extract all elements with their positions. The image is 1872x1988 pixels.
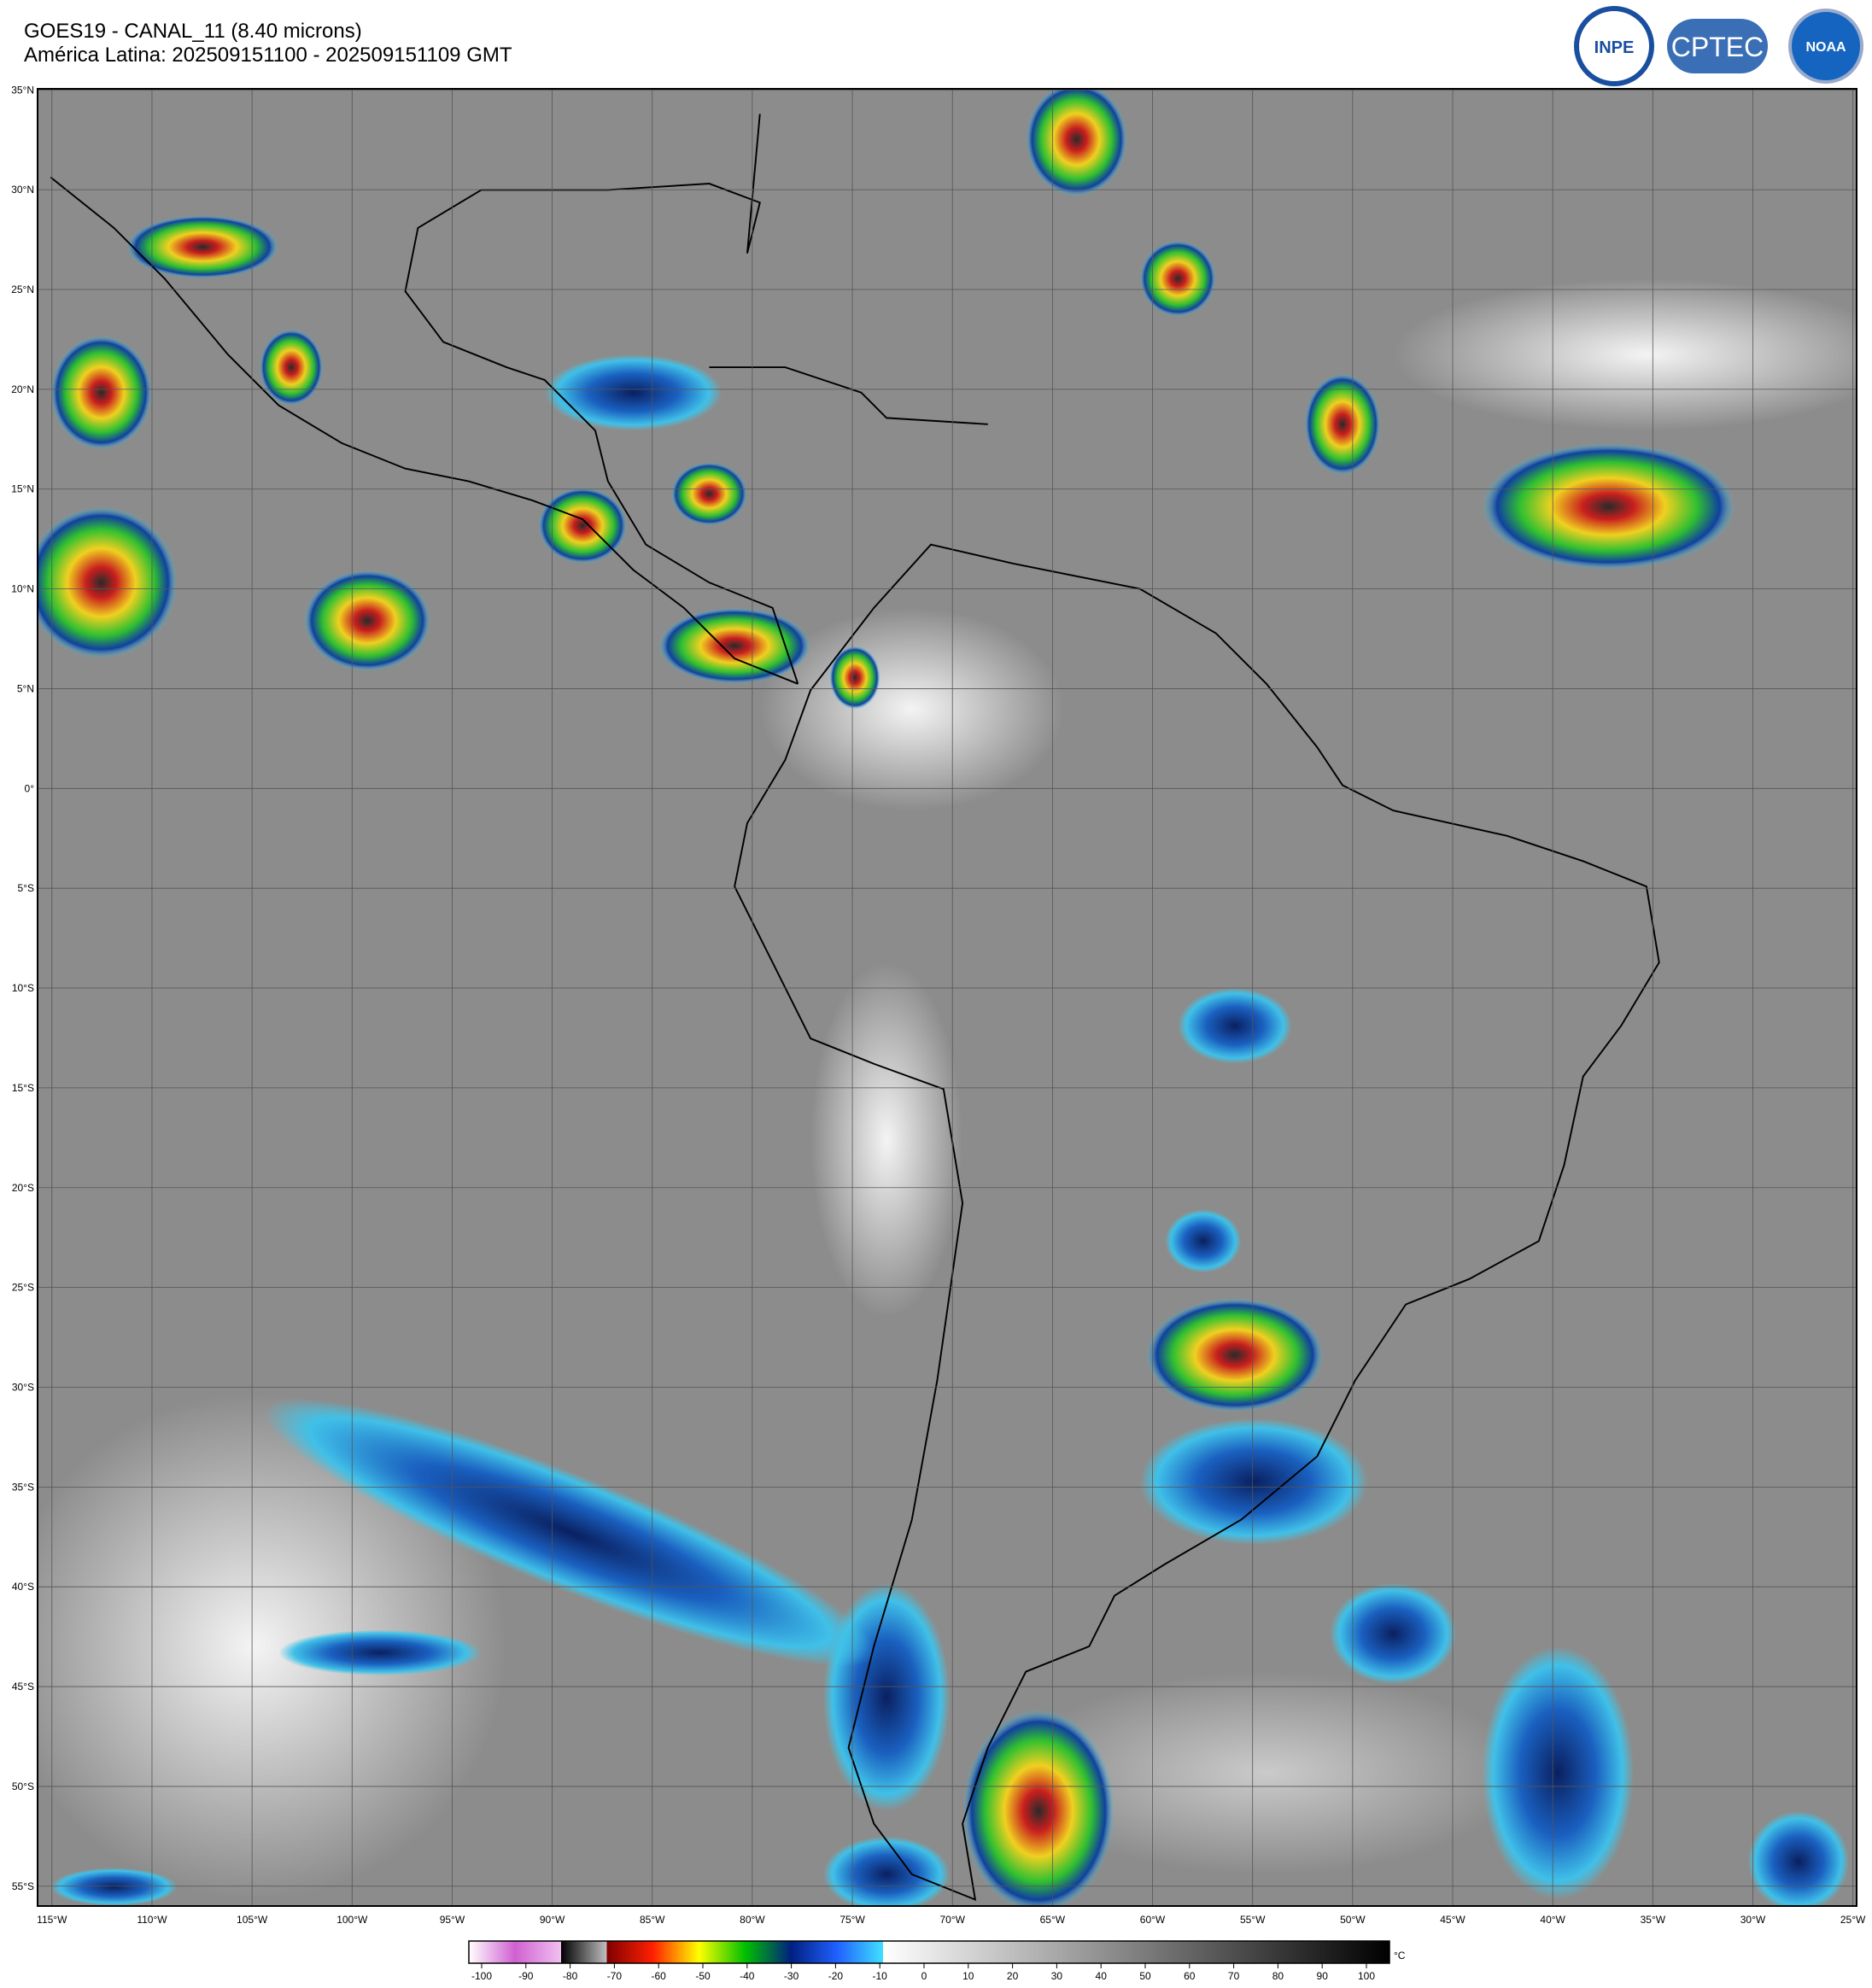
- lat-label: 10°S: [12, 982, 34, 994]
- lat-label: 50°S: [12, 1780, 34, 1792]
- colorbar-tick-label: 90: [1317, 1970, 1329, 1982]
- lat-label: 5°S: [18, 882, 34, 894]
- colorbar-tick-label: 40: [1096, 1970, 1108, 1982]
- colorbar-tick-label: -80: [563, 1970, 578, 1982]
- lat-label: 35°N: [11, 84, 34, 96]
- lat-label: 20°S: [12, 1182, 34, 1194]
- lon-label: 45°W: [1440, 1914, 1465, 1926]
- colorbar-tick-label: 0: [921, 1970, 927, 1982]
- subtitle: América Latina: 202509151100 - 202509151…: [24, 44, 512, 67]
- logos: INPE CPTEC NOAA: [1574, 6, 1863, 86]
- lat-label: 15°S: [12, 1082, 34, 1094]
- satellite-image: [38, 89, 1857, 1906]
- colorbar-tick-label: -20: [828, 1970, 844, 1982]
- clouds: [38, 89, 1857, 1906]
- colorbar-tick-label: 60: [1184, 1970, 1196, 1982]
- lat-label: 5°N: [17, 682, 34, 694]
- lat-label: 55°S: [12, 1880, 34, 1892]
- colorbar-tick-label: 70: [1228, 1970, 1240, 1982]
- lat-label: 35°S: [12, 1481, 34, 1493]
- title: GOES19 - CANAL_11 (8.40 microns): [24, 20, 362, 43]
- colorbar-tick-label: 100: [1358, 1970, 1375, 1982]
- colorbar-tick-label: -100: [471, 1970, 492, 1982]
- lon-label: 85°W: [640, 1914, 665, 1926]
- lon-label: 115°W: [37, 1914, 67, 1926]
- lon-label: 90°W: [540, 1914, 565, 1926]
- lon-label: 100°W: [336, 1914, 368, 1926]
- lon-label: 75°W: [839, 1914, 865, 1926]
- lat-label: 40°S: [12, 1581, 34, 1593]
- noaa-text: NOAA: [1805, 40, 1846, 55]
- noaa-logo: [1788, 9, 1863, 84]
- lat-label: 0°: [25, 782, 35, 794]
- lat-label: 30°S: [12, 1381, 34, 1393]
- lon-label: 70°W: [939, 1914, 965, 1926]
- lon-label: 95°W: [440, 1914, 465, 1926]
- lat-label: 10°N: [11, 583, 34, 595]
- lon-label: 50°W: [1340, 1914, 1366, 1926]
- central-america-pacific: [50, 176, 799, 685]
- lat-label: 15°N: [11, 483, 34, 495]
- lat-label: 25°N: [11, 284, 34, 295]
- lon-label: 105°W: [237, 1914, 268, 1926]
- lat-label: 30°N: [11, 184, 34, 196]
- south-america: [734, 543, 1660, 1902]
- lon-label: 60°W: [1140, 1914, 1166, 1926]
- graticule: [38, 89, 1857, 1906]
- lon-label: 35°W: [1641, 1914, 1666, 1926]
- colorbar-tick-label: 50: [1139, 1970, 1151, 1982]
- lon-label: 30°W: [1740, 1914, 1766, 1926]
- colorbar: [468, 1940, 1390, 1964]
- lat-label: 20°N: [11, 383, 34, 395]
- colorbar-tick-label: -40: [740, 1970, 755, 1982]
- antilles: [709, 366, 988, 425]
- lon-label: 110°W: [137, 1914, 167, 1926]
- map-frame: [37, 88, 1857, 1907]
- colorbar-unit: °C: [1394, 1950, 1406, 1962]
- lon-label: 80°W: [740, 1914, 765, 1926]
- colorbar-tick-label: -60: [652, 1970, 667, 1982]
- axis-labels: 35°N 30°N 25°N 20°N 15°N 10°N 5°N 0° 5°S 10°S 15°S…: [11, 84, 1866, 1926]
- lat-label: 25°S: [12, 1282, 34, 1294]
- inpe-logo: [1574, 6, 1654, 86]
- colorbar-tick-label: 20: [1007, 1970, 1019, 1982]
- colorbar-tick-label: -90: [518, 1970, 534, 1982]
- colorbar-ticks: -100 -90 -80 -70 -60 -50 -40 -30 -20 -10 0 10 20 30 40…: [471, 1963, 1375, 1982]
- lat-label: 45°S: [12, 1681, 34, 1693]
- lon-label: 55°W: [1240, 1914, 1266, 1926]
- colorbar-tick-label: -70: [607, 1970, 623, 1982]
- colorbar-tick-label: 80: [1272, 1970, 1284, 1982]
- inpe-text: INPE: [1594, 38, 1635, 57]
- lon-label: 40°W: [1540, 1914, 1565, 1926]
- lon-label: 25°W: [1840, 1914, 1866, 1926]
- cptec-text: CPTEC: [1671, 32, 1764, 62]
- cptec-logo: [1667, 19, 1768, 73]
- lon-label: 65°W: [1040, 1914, 1066, 1926]
- colorbar-tick-label: -30: [784, 1970, 799, 1982]
- colorbar-tick-label: -50: [695, 1970, 711, 1982]
- colorbar-tick-label: 10: [962, 1970, 974, 1982]
- colorbar-tick-label: -10: [873, 1970, 888, 1982]
- colorbar-tick-label: 30: [1051, 1970, 1063, 1982]
